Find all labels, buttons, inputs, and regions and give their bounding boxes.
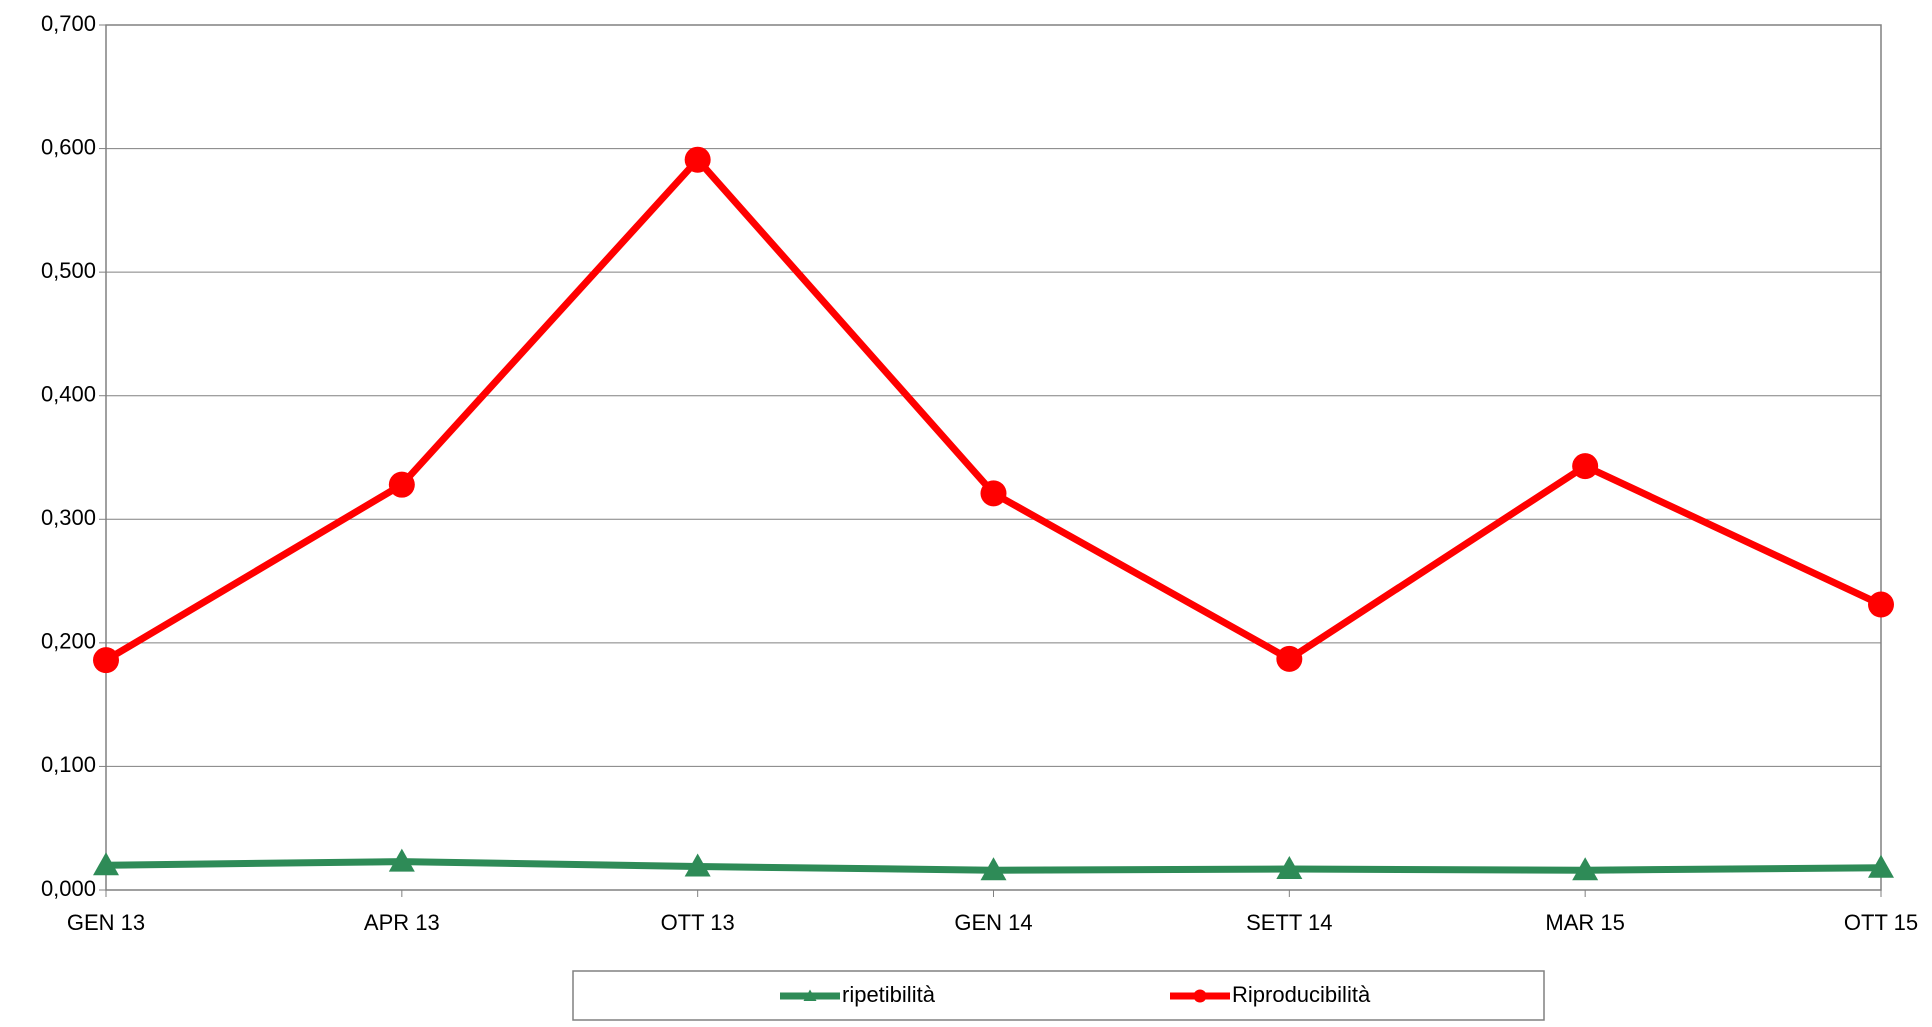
marker — [980, 480, 1007, 507]
legend-label: Riproducibilità — [1232, 982, 1371, 1007]
marker — [1193, 989, 1207, 1003]
marker — [93, 647, 119, 674]
marker — [1572, 857, 1599, 881]
x-tick-label: MAR 15 — [1545, 910, 1624, 935]
marker — [980, 857, 1007, 881]
legend-box — [572, 970, 1545, 1021]
marker — [684, 146, 711, 173]
marker — [803, 989, 817, 1001]
x-tick-label: SETT 14 — [1246, 910, 1332, 935]
marker — [1276, 855, 1303, 879]
y-tick-label: 0,700 — [41, 11, 96, 36]
legend: ripetibilità Riproducibilità — [572, 970, 1545, 1021]
marker — [1868, 591, 1894, 618]
marker — [1572, 453, 1599, 480]
x-tick-label: OTT 15 — [1844, 910, 1918, 935]
y-tick-label: 0,200 — [41, 629, 96, 654]
x-tick-label: GEN 14 — [954, 910, 1032, 935]
legend-label: ripetibilità — [842, 982, 936, 1007]
plot-frame — [105, 24, 1882, 891]
x-tick-label: APR 13 — [364, 910, 440, 935]
y-tick-label: 0,100 — [41, 752, 96, 777]
marker — [1276, 645, 1303, 672]
y-tick-label: 0,300 — [41, 505, 96, 530]
series-line — [104, 156, 1883, 664]
y-tick-label: 0,000 — [41, 876, 96, 901]
marker — [388, 471, 415, 498]
marker — [388, 848, 415, 872]
marker — [1868, 854, 1894, 878]
y-tick-label: 0,400 — [41, 382, 96, 407]
x-tick-label: GEN 13 — [67, 910, 145, 935]
marker — [684, 853, 711, 877]
y-tick-label: 0,500 — [41, 258, 96, 283]
marker — [93, 852, 119, 876]
x-tick-label: OTT 13 — [661, 910, 735, 935]
y-tick-label: 0,600 — [41, 134, 96, 159]
